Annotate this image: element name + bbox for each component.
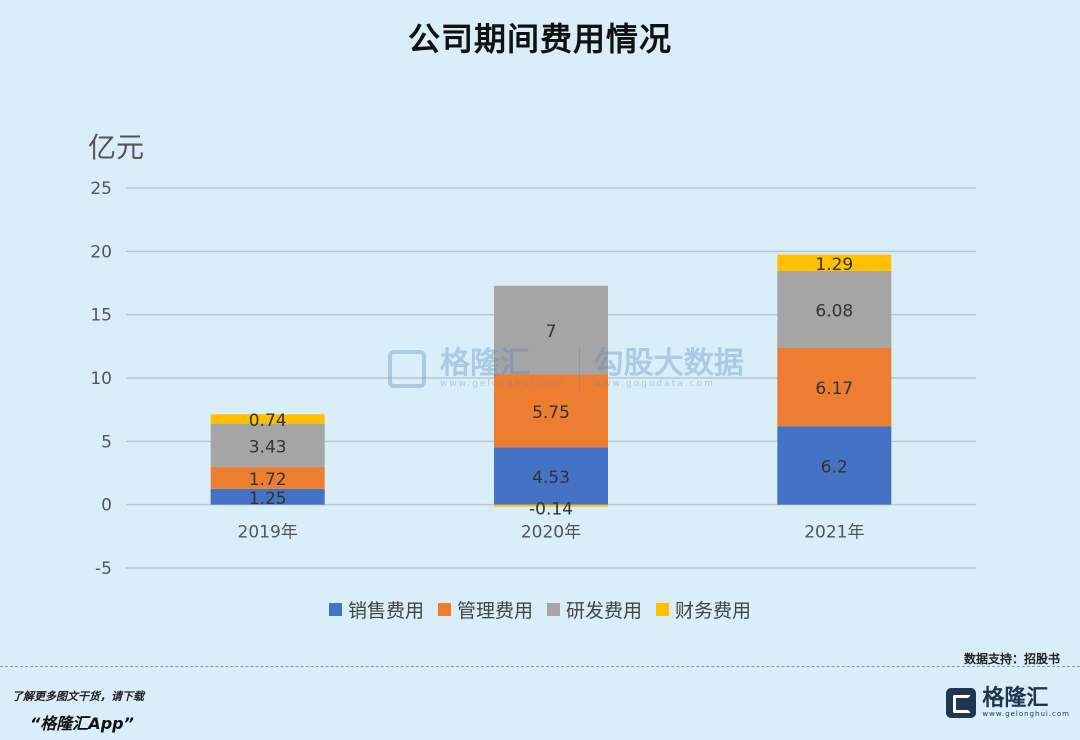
brand-url: www.gelonghui.com [982,710,1070,718]
legend-label: 研发费用 [566,600,643,622]
watermark-url-2: www.gogudata.com [593,379,715,389]
brand-logo: 格隆汇 www.gelonghui.com [946,688,1070,718]
data-label: 4.53 [532,468,570,488]
data-label: 3.43 [249,437,287,457]
legend-item: 研发费用 [547,596,642,623]
bar-segment [777,347,892,427]
footer-note: 了解更多图文干货，请下载 [12,690,144,703]
data-label: 1.29 [815,255,853,275]
brand-logo-icon [946,688,977,718]
y-tick-label: 10 [90,369,112,389]
legend-swatch [437,603,451,616]
data-label: 6.2 [821,457,848,477]
data-label: 6.17 [815,379,853,399]
data-label: 1.72 [249,470,287,490]
y-axis-unit: 亿元 [88,131,145,164]
brand-name: 格隆汇 [982,686,1049,711]
legend-swatch [547,603,560,616]
data-source: 数据支持：招股书 [963,652,1060,666]
legend-item: 财务费用 [656,596,751,623]
x-tick-label: 2021年 [804,523,864,543]
bar-segment [210,467,325,489]
bar-segment [777,254,892,271]
bar-segment [777,426,892,505]
data-label: 6.08 [815,301,853,321]
y-tick-label: 15 [90,306,112,326]
bar-segment [494,504,608,507]
data-label: 7 [546,322,557,342]
bar-segment [777,270,892,348]
y-tick-label: 25 [90,179,112,199]
data-label: 1.25 [249,489,287,509]
legend-item: 管理费用 [437,596,533,623]
watermark-name-2: 勾股大数据 [593,346,744,381]
watermark-divider [578,346,580,392]
bar-segment [210,423,325,468]
y-tick-label: 5 [101,432,112,452]
legend-label: 财务费用 [675,600,752,622]
legend-label: 销售费用 [347,600,424,622]
watermark-url: www.gelonghui.com [440,379,565,389]
x-tick-label: 2019年 [238,523,298,543]
data-label: 0.74 [249,411,287,431]
watermark: 格隆汇 www.gelonghui.com 勾股大数据 www.gogudata… [388,346,744,392]
bar-segment [494,447,608,505]
data-label: 5.75 [532,403,570,423]
bar-segment [210,488,325,505]
legend-swatch [656,603,670,616]
watermark-name: 格隆汇 [440,346,530,381]
y-tick-label: 0 [101,496,112,516]
bar-segment [494,374,608,448]
chart-title: 公司期间费用情况 [407,20,672,58]
y-tick-label: -5 [95,559,112,579]
legend-label: 管理费用 [456,600,533,622]
legend-swatch [328,603,342,616]
footer-divider [0,666,1080,667]
watermark-logo-icon [388,350,426,388]
data-label: -0.14 [529,500,573,520]
legend-item: 销售费用 [328,596,424,623]
bar-segment [494,285,608,375]
y-tick-label: 20 [90,242,112,262]
x-tick-label: 2020年 [521,523,581,543]
chart-legend: 销售费用 管理费用 研发费用 财务费用 [0,596,1080,623]
bar-segment [210,414,325,424]
footer-app-name: “格隆汇App” [30,714,134,733]
